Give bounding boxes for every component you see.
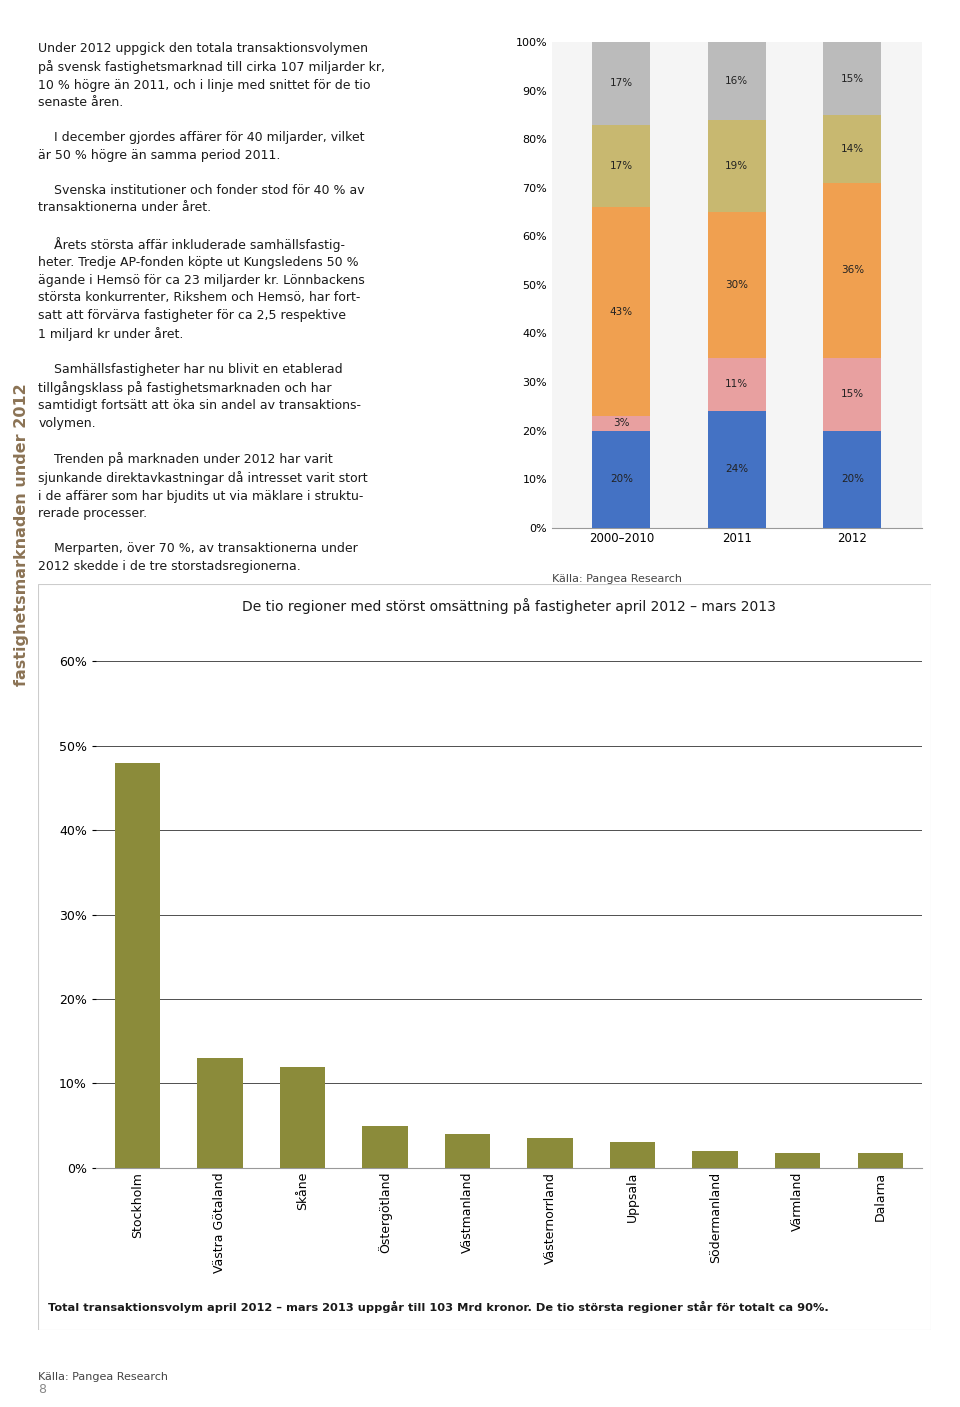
Text: 43%: 43%: [610, 307, 633, 317]
Text: 15%: 15%: [841, 73, 864, 83]
Bar: [592, 431, 650, 528]
Bar: [824, 357, 881, 431]
Bar: [824, 431, 881, 528]
Text: 8: 8: [38, 1383, 46, 1396]
Text: 16%: 16%: [725, 76, 749, 86]
Bar: [824, 42, 881, 115]
Text: fastighetsmarknaden under 2012: fastighetsmarknaden under 2012: [13, 383, 29, 687]
Text: 36%: 36%: [841, 266, 864, 276]
Bar: [708, 120, 766, 212]
Text: 14%: 14%: [841, 144, 864, 153]
Bar: [527, 1138, 573, 1168]
Text: 20%: 20%: [841, 474, 864, 484]
Bar: [592, 207, 650, 416]
Bar: [708, 212, 766, 357]
Text: 19%: 19%: [725, 160, 749, 172]
Text: 20%: 20%: [610, 474, 633, 484]
Legend: Bostäder, Samhällsfastigheter, Kontor, Handel, Övrigt: Bostäder, Samhällsfastigheter, Kontor, H…: [539, 601, 792, 636]
Text: 11%: 11%: [725, 380, 749, 390]
Bar: [592, 42, 650, 125]
Bar: [444, 1134, 491, 1168]
Bar: [824, 115, 881, 183]
Text: Under 2012 uppgick den totala transaktionsvolymen
på svensk fastighetsmarknad ti: Under 2012 uppgick den totala transaktio…: [38, 42, 385, 573]
Text: 15%: 15%: [841, 390, 864, 400]
Text: 17%: 17%: [610, 160, 633, 172]
Text: Källa: Pangea Research: Källa: Pangea Research: [552, 574, 682, 584]
Text: 3%: 3%: [613, 418, 630, 428]
Text: 30%: 30%: [726, 280, 748, 290]
Bar: [114, 763, 160, 1168]
Bar: [775, 1152, 821, 1168]
Bar: [592, 416, 650, 431]
Bar: [824, 183, 881, 357]
Text: Total transaktionsvolym april 2012 – mars 2013 uppgår till 103 Mrd kronor. De ti: Total transaktionsvolym april 2012 – mar…: [48, 1300, 828, 1313]
Bar: [708, 357, 766, 411]
Bar: [592, 125, 650, 207]
Text: Källa: Pangea Research: Källa: Pangea Research: [38, 1372, 168, 1382]
Bar: [692, 1151, 738, 1168]
Bar: [197, 1058, 243, 1168]
Bar: [362, 1126, 408, 1168]
Bar: [708, 411, 766, 528]
Text: De tio regioner med störst omsättning på fastigheter april 2012 – mars 2013: De tio regioner med störst omsättning på…: [242, 598, 776, 613]
Bar: [857, 1154, 903, 1168]
Bar: [610, 1142, 656, 1168]
Bar: [279, 1067, 325, 1168]
Text: 24%: 24%: [725, 464, 749, 474]
FancyBboxPatch shape: [38, 584, 931, 1330]
Text: 17%: 17%: [610, 79, 633, 89]
Bar: [708, 42, 766, 120]
